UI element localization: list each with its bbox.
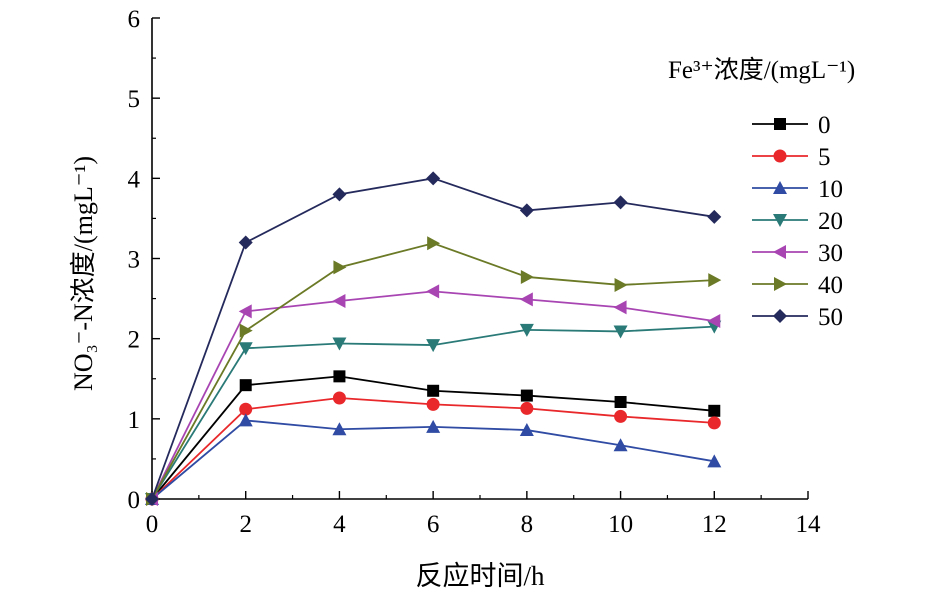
legend-item: 30 — [752, 240, 843, 267]
legend-item: 50 — [752, 304, 843, 331]
data-point — [708, 273, 722, 288]
series-5 — [145, 391, 721, 506]
series-line — [151, 397, 715, 500]
data-point — [332, 337, 347, 351]
series-line — [151, 242, 715, 500]
legend-label: 5 — [818, 144, 831, 171]
x-tick-label: 6 — [427, 511, 440, 538]
y-tick-label: 1 — [128, 407, 141, 434]
x-tick-label: 2 — [239, 511, 252, 538]
x-tick-label: 14 — [796, 511, 822, 538]
data-point — [426, 397, 440, 411]
data-point — [614, 409, 628, 423]
data-point — [519, 323, 534, 337]
series-0 — [146, 370, 721, 505]
legend-item: 20 — [752, 208, 843, 235]
legend-label: 0 — [818, 112, 831, 139]
data-point — [239, 402, 253, 416]
data-point — [238, 235, 253, 250]
data-point — [613, 195, 628, 210]
data-point — [426, 419, 441, 433]
y-tick-label: 5 — [128, 86, 141, 113]
legend-marker — [773, 214, 787, 227]
legend-marker — [773, 309, 787, 323]
series-50 — [145, 171, 722, 506]
data-point — [707, 209, 722, 224]
data-point — [520, 401, 534, 415]
y-axis-title: NO₃⁻-N浓度/(mgL⁻¹) — [69, 156, 98, 391]
data-point — [707, 454, 722, 468]
data-point — [426, 171, 441, 186]
data-point — [427, 384, 440, 397]
data-point — [333, 260, 347, 275]
data-point — [238, 342, 253, 356]
legend: 0 5 10 20 30 40 50 — [752, 112, 843, 331]
data-point — [238, 304, 252, 319]
data-point — [520, 269, 534, 284]
data-point — [613, 438, 628, 452]
legend-marker — [773, 181, 787, 194]
x-axis-title: 反应时间/h — [415, 561, 545, 591]
legend-marker — [773, 245, 786, 259]
series-20 — [145, 320, 722, 506]
legend-label: 20 — [818, 208, 843, 235]
data-point — [707, 416, 721, 430]
data-point — [519, 292, 533, 307]
data-point — [145, 492, 159, 506]
legend-marker — [774, 118, 786, 130]
legend-item: 5 — [752, 144, 831, 171]
data-point — [239, 379, 252, 392]
data-point — [613, 325, 628, 339]
legend-label: 50 — [818, 304, 843, 331]
data-point — [707, 314, 721, 329]
x-tick-label: 10 — [608, 511, 633, 538]
x-tick-label: 12 — [702, 511, 727, 538]
y-tick-label: 6 — [128, 6, 141, 33]
data-point — [333, 370, 346, 383]
legend-title: Fe³⁺浓度/(mgL⁻¹) — [668, 56, 855, 84]
x-tick-label: 4 — [333, 511, 346, 538]
y-tick-label: 3 — [128, 247, 141, 274]
data-point — [708, 404, 721, 417]
data-point — [519, 423, 534, 437]
data-point — [613, 300, 627, 315]
data-point — [426, 339, 441, 353]
series-line — [151, 177, 715, 500]
legend-label: 30 — [818, 240, 843, 267]
series-layer — [145, 171, 722, 506]
y-tick-label: 2 — [128, 327, 141, 354]
data-point — [426, 284, 440, 299]
x-tick-label: 0 — [146, 511, 159, 538]
data-point — [332, 293, 346, 308]
legend-item: 0 — [752, 112, 831, 139]
data-point — [519, 203, 534, 218]
y-tick-label: 0 — [128, 487, 141, 514]
data-point — [332, 391, 346, 405]
data-point — [614, 395, 627, 408]
legend-marker — [773, 149, 787, 163]
legend-marker — [774, 277, 787, 291]
data-point — [332, 187, 347, 202]
x-tick-label: 8 — [521, 511, 534, 538]
data-point — [427, 236, 441, 251]
legend-item: 10 — [752, 176, 843, 203]
y-tick-label: 4 — [128, 166, 141, 193]
legend-item: 40 — [752, 272, 843, 299]
data-point — [238, 413, 253, 427]
legend-label: 40 — [818, 272, 843, 299]
series-line — [151, 325, 715, 500]
legend-label: 10 — [818, 176, 843, 203]
data-point — [332, 422, 347, 436]
data-point — [520, 389, 533, 402]
data-point — [614, 277, 628, 292]
data-point — [239, 323, 253, 338]
